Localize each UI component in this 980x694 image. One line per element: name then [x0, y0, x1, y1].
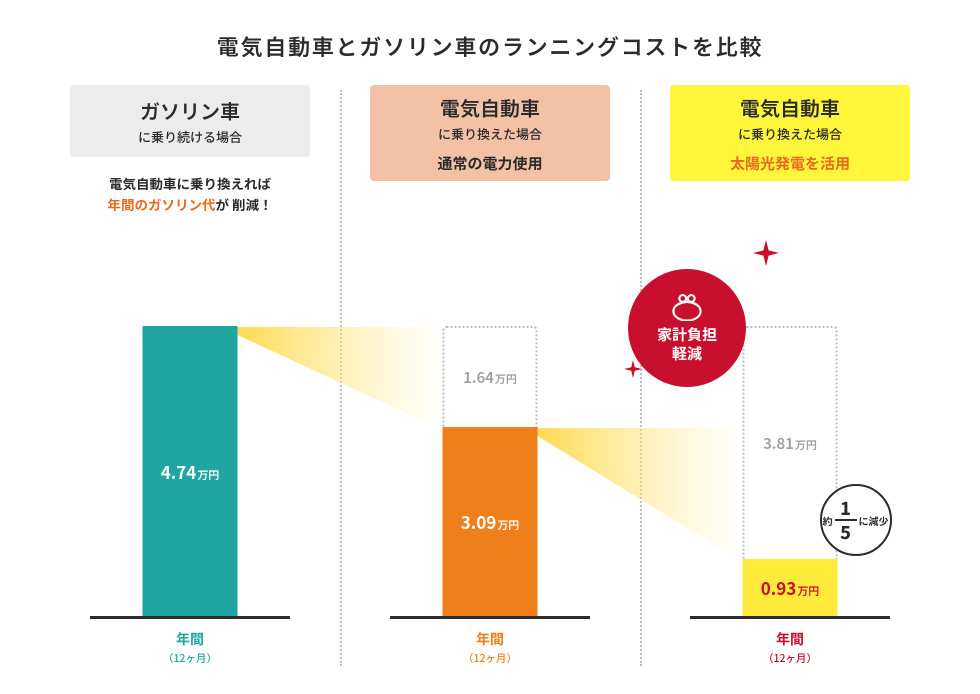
header-line2: に乗り続ける場合 [138, 127, 242, 146]
header-line1: 電気自動車 [740, 93, 840, 122]
header-line1: 電気自動車 [440, 93, 540, 122]
sparkle-icon [753, 240, 779, 266]
fraction-prefix: 約 [823, 513, 833, 528]
chart-area-2: 1.64万円 3.09万円 [340, 235, 640, 619]
header-line3: 太陽光発電を活用 [730, 153, 850, 174]
baseline-2 [390, 616, 590, 619]
subtext-l1: 電気自動車に乗り換えれば [109, 173, 271, 193]
fraction: 1 5 [835, 499, 857, 541]
infographic-container: 電気自動車とガソリン車のランニングコストを比較 ガソリン車 に乗り続ける場合 電… [0, 0, 980, 694]
fraction-badge: 約 1 5 に減少 [820, 484, 892, 556]
bar-value-gasoline: 4.74万円 [161, 459, 220, 484]
axis-label-1: 年間 （12ヶ月） [40, 625, 340, 666]
header-box-ev-grid: 電気自動車 に乗り換えた場合 通常の電力使用 [370, 85, 610, 181]
header-line1: ガソリン車 [140, 96, 240, 125]
axis-label-2: 年間 （12ヶ月） [340, 625, 640, 666]
chart-area-1: 4.74万円 [40, 235, 340, 619]
fraction-inner: 約 1 5 に減少 [823, 499, 889, 541]
bar-value-ev-solar: 0.93万円 [761, 575, 820, 600]
header-box-ev-solar: 電気自動車 に乗り換えた場合 太陽光発電を活用 [670, 85, 910, 181]
header-line3: 通常の電力使用 [437, 153, 542, 174]
baseline-3 [690, 616, 890, 619]
page-title: 電気自動車とガソリン車のランニングコストを比較 [0, 30, 980, 62]
column-gasoline: ガソリン車 に乗り続ける場合 電気自動車に乗り換えれば 年間のガソリン代が 削減… [40, 85, 340, 674]
column-ev-grid: 電気自動車 に乗り換えた場合 通常の電力使用 1.64万円 3.09万円 年間 … [340, 85, 640, 674]
sparkle-icon [624, 360, 642, 378]
badge-savings: 家計負担軽減 [628, 269, 746, 387]
axis-label-3: 年間 （12ヶ月） [640, 625, 940, 666]
gasoline-subtext: 電気自動車に乗り換えれば 年間のガソリン代が 削減！ [70, 173, 310, 215]
header-box-gasoline: ガソリン車 に乗り続ける場合 [70, 85, 310, 157]
bar-ev-solar: 0.93万円 [743, 559, 838, 616]
subtext-accent: 年間のガソリン代 [107, 194, 215, 214]
bar-ev-grid: 3.09万円 [443, 427, 538, 616]
header-line2: に乗り換えた場合 [738, 124, 842, 143]
subtext-tail: が 削減！ [215, 194, 272, 214]
baseline-1 [90, 616, 290, 619]
fraction-suffix: に減少 [859, 513, 889, 528]
bar-value-ev-grid: 3.09万円 [461, 509, 520, 534]
diff-label-2: 1.64万円 [340, 367, 640, 388]
purse-icon [670, 293, 704, 321]
bar-gasoline: 4.74万円 [143, 326, 238, 616]
badge-text: 家計負担軽減 [657, 326, 717, 364]
diff-label-3: 3.81万円 [640, 433, 940, 454]
header-line2: に乗り換えた場合 [438, 124, 542, 143]
